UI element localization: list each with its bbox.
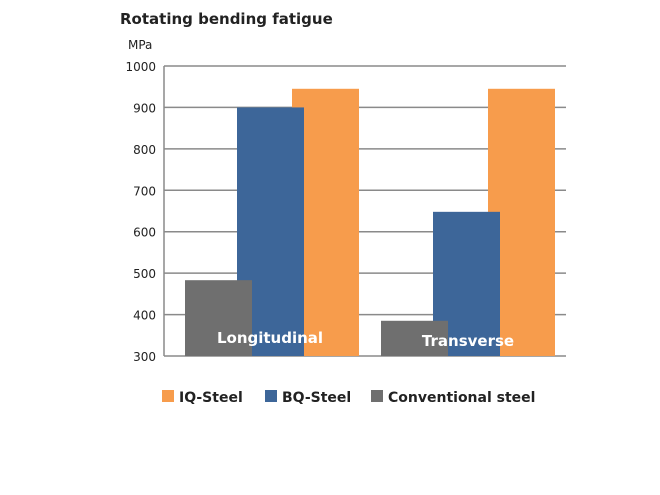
legend-label: BQ-Steel (282, 390, 351, 406)
legend-label: IQ-Steel (179, 390, 243, 406)
y-tick-label: 800 (133, 143, 156, 157)
y-tick-label: 900 (133, 101, 156, 115)
bar-conventional-steel-transverse (381, 320, 448, 356)
y-axis-label: MPa (128, 38, 152, 52)
legend-label: Conventional steel (388, 390, 535, 406)
y-tick-label: 500 (133, 267, 156, 281)
category-label: Transverse (422, 332, 514, 350)
category-label: Longitudinal (217, 329, 323, 347)
y-tick-label: 300 (133, 350, 156, 364)
y-tick-label: 1000 (125, 60, 156, 74)
y-tick-label: 600 (133, 226, 156, 240)
y-tick-label: 700 (133, 184, 156, 198)
legend-swatch (162, 390, 174, 402)
bar-conventional-steel-longitudinal (185, 280, 252, 356)
chart-title: Rotating bending fatigue (120, 10, 333, 28)
legend-swatch (371, 390, 383, 402)
legend-swatch (265, 390, 277, 402)
y-tick-label: 400 (133, 309, 156, 323)
